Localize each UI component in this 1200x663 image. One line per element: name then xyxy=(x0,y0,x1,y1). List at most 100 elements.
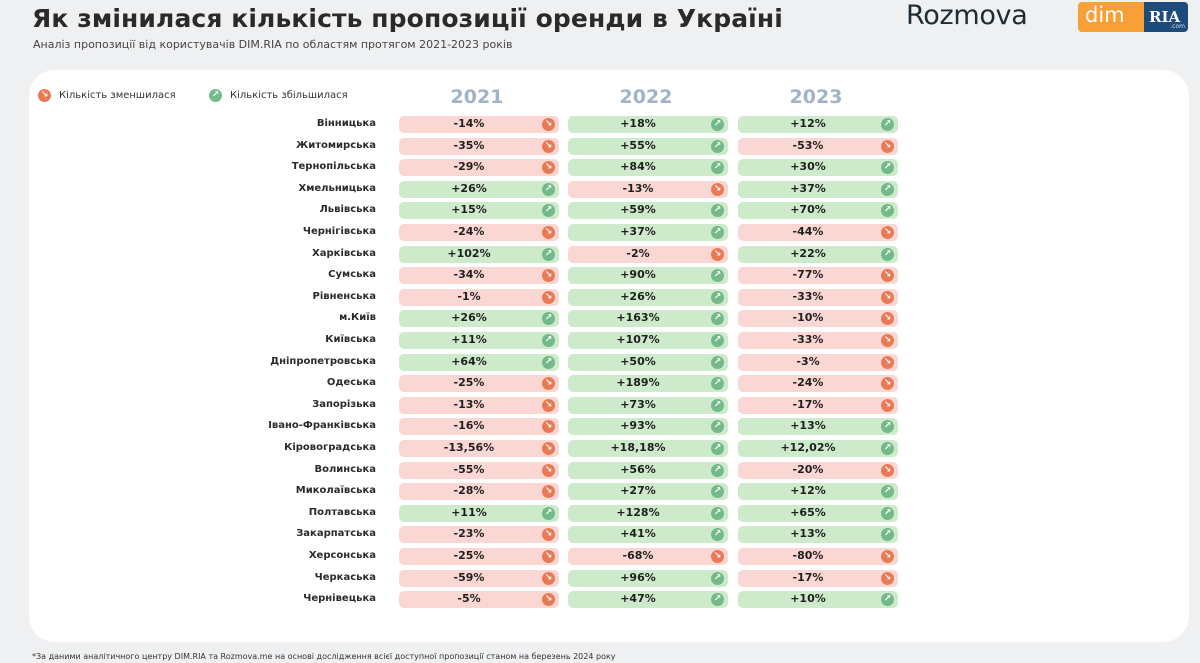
cell-value: -20% xyxy=(792,462,824,476)
cell-value: +84% xyxy=(620,160,656,174)
arrow-up-right-icon: ↗ xyxy=(881,118,894,131)
arrow-up-right-icon: ↗ xyxy=(711,161,724,175)
region-label: Івано-Франківська xyxy=(268,420,376,432)
cell-value: +96% xyxy=(620,570,656,584)
cell-value: +70% xyxy=(790,203,826,217)
table-cell: +50% ↗ xyxy=(568,353,728,371)
table-cell: -80% ↘ xyxy=(738,548,898,565)
cell-value: -55% xyxy=(453,462,485,476)
cell-value: +59% xyxy=(620,203,656,217)
table-cell: -33% ↘ xyxy=(738,288,898,306)
legend-decreased: ↘ Кількість зменшилася xyxy=(38,89,176,102)
cell-value: -68% xyxy=(622,549,654,562)
cell-value: -25% xyxy=(453,549,485,562)
cell-value: -13,56% xyxy=(443,441,495,454)
arrow-down-right-icon: ↘ xyxy=(542,463,555,477)
table-cell: +11% ↗ xyxy=(399,504,559,522)
region-label: Миколаївська xyxy=(295,485,376,497)
table-cell: -17% ↘ xyxy=(738,396,898,414)
cell-value: -80% xyxy=(792,549,824,562)
arrow-up-right-icon: ↗ xyxy=(711,334,724,347)
cell-value: +13% xyxy=(790,419,826,433)
rozmova-logo: Rozmova xyxy=(906,0,1028,31)
cell-value: -2% xyxy=(626,246,650,260)
table-cell: -25% ↘ xyxy=(399,375,559,393)
arrow-up-right-icon: ↗ xyxy=(711,593,724,607)
table-cell: +102% ↗ xyxy=(399,245,559,263)
arrow-up-right-icon: ↗ xyxy=(711,377,724,391)
arrow-up-right-icon: ↗ xyxy=(881,204,894,218)
table-cell: +70% ↗ xyxy=(738,202,898,220)
cell-value: -23% xyxy=(453,527,485,541)
arrow-down-right-icon: ↘ xyxy=(881,312,894,326)
cell-value: +15% xyxy=(451,203,487,217)
table-cell: +12,02% ↗ xyxy=(738,440,898,457)
cell-value: +12,02% xyxy=(780,441,836,454)
table-cell: +55% ↗ xyxy=(568,137,728,155)
arrow-up-right-icon: ↗ xyxy=(711,118,724,131)
arrow-down-right-icon: ↘ xyxy=(881,355,894,369)
cell-value: +11% xyxy=(451,505,487,519)
region-label: Закарпатська xyxy=(296,528,376,540)
dim-logo-text: dim xyxy=(1085,3,1125,27)
cell-value: +13% xyxy=(790,527,826,541)
cell-value: -24% xyxy=(792,376,824,390)
cell-value: +64% xyxy=(451,354,487,368)
arrow-down-right-icon: ↘ xyxy=(542,442,555,455)
arrow-down-right-icon: ↘ xyxy=(542,161,555,175)
cell-value: -3% xyxy=(796,354,820,368)
cell-value: -29% xyxy=(453,160,485,174)
cell-value: -33% xyxy=(792,289,824,303)
arrow-up-right-icon: ↗ xyxy=(711,528,724,542)
table-cell: -59% ↘ xyxy=(399,569,559,587)
region-label: Черкаська xyxy=(314,571,376,583)
cell-value: -33% xyxy=(792,333,824,346)
region-label: Житомирська xyxy=(295,139,376,151)
cell-value: -5% xyxy=(457,592,481,606)
arrow-up-right-icon: ↗ xyxy=(881,247,894,261)
arrow-up-right-icon: ↗ xyxy=(711,204,724,218)
footnote: *За даними аналітичного центру DIM.RIA т… xyxy=(32,652,616,661)
arrow-down-right-icon: ↘ xyxy=(542,593,555,607)
table-cell: +10% ↗ xyxy=(738,591,898,609)
arrow-up-right-icon: ↗ xyxy=(881,485,894,499)
cell-value: +11% xyxy=(451,333,487,346)
cell-value: +22% xyxy=(790,246,826,260)
cell-value: -13% xyxy=(622,181,654,195)
arrow-down-right-icon: ↘ xyxy=(542,398,555,412)
table-cell: +22% ↗ xyxy=(738,245,898,263)
cell-value: +65% xyxy=(790,505,826,519)
arrow-down-right-icon: ↘ xyxy=(542,550,555,563)
cell-value: +37% xyxy=(790,181,826,195)
ria-logo-com: .com xyxy=(1170,23,1185,30)
table-cell: -14% ↘ xyxy=(399,116,559,133)
table-cell: -33% ↘ xyxy=(738,332,898,349)
arrow-up-right-icon: ↗ xyxy=(711,571,724,585)
table-cell: +30% ↗ xyxy=(738,159,898,177)
ria-logo: RIA .com xyxy=(1144,2,1188,32)
cell-value: +93% xyxy=(620,419,656,433)
region-label: Київська xyxy=(325,334,376,345)
table-cell: +84% ↗ xyxy=(568,159,728,177)
region-label: Дніпропетровська xyxy=(270,355,376,367)
year-header-2023: 2023 xyxy=(789,86,843,108)
region-label: Одеська xyxy=(326,377,376,389)
table-cell: -1% ↘ xyxy=(399,288,559,306)
arrow-up-right-icon: ↗ xyxy=(881,182,894,196)
cell-value: +102% xyxy=(447,246,491,260)
region-label: Полтавська xyxy=(308,506,376,518)
arrow-up-right-icon: ↗ xyxy=(711,226,724,239)
arrow-up-right-icon: ↗ xyxy=(542,334,555,347)
table-cell: +73% ↗ xyxy=(568,396,728,414)
table-cell: +26% ↗ xyxy=(568,288,728,306)
arrow-up-right-icon: ↗ xyxy=(209,89,222,102)
arrow-up-right-icon: ↗ xyxy=(711,485,724,499)
table-cell: +96% ↗ xyxy=(568,569,728,587)
table-cell: +65% ↗ xyxy=(738,504,898,522)
arrow-down-right-icon: ↘ xyxy=(542,377,555,391)
region-label: Рівненська xyxy=(312,290,376,302)
legend-increased-label: Кількість збільшилася xyxy=(230,90,348,101)
table-cell: -28% ↘ xyxy=(399,483,559,501)
arrow-down-right-icon: ↘ xyxy=(542,485,555,499)
cell-value: -59% xyxy=(453,570,485,584)
